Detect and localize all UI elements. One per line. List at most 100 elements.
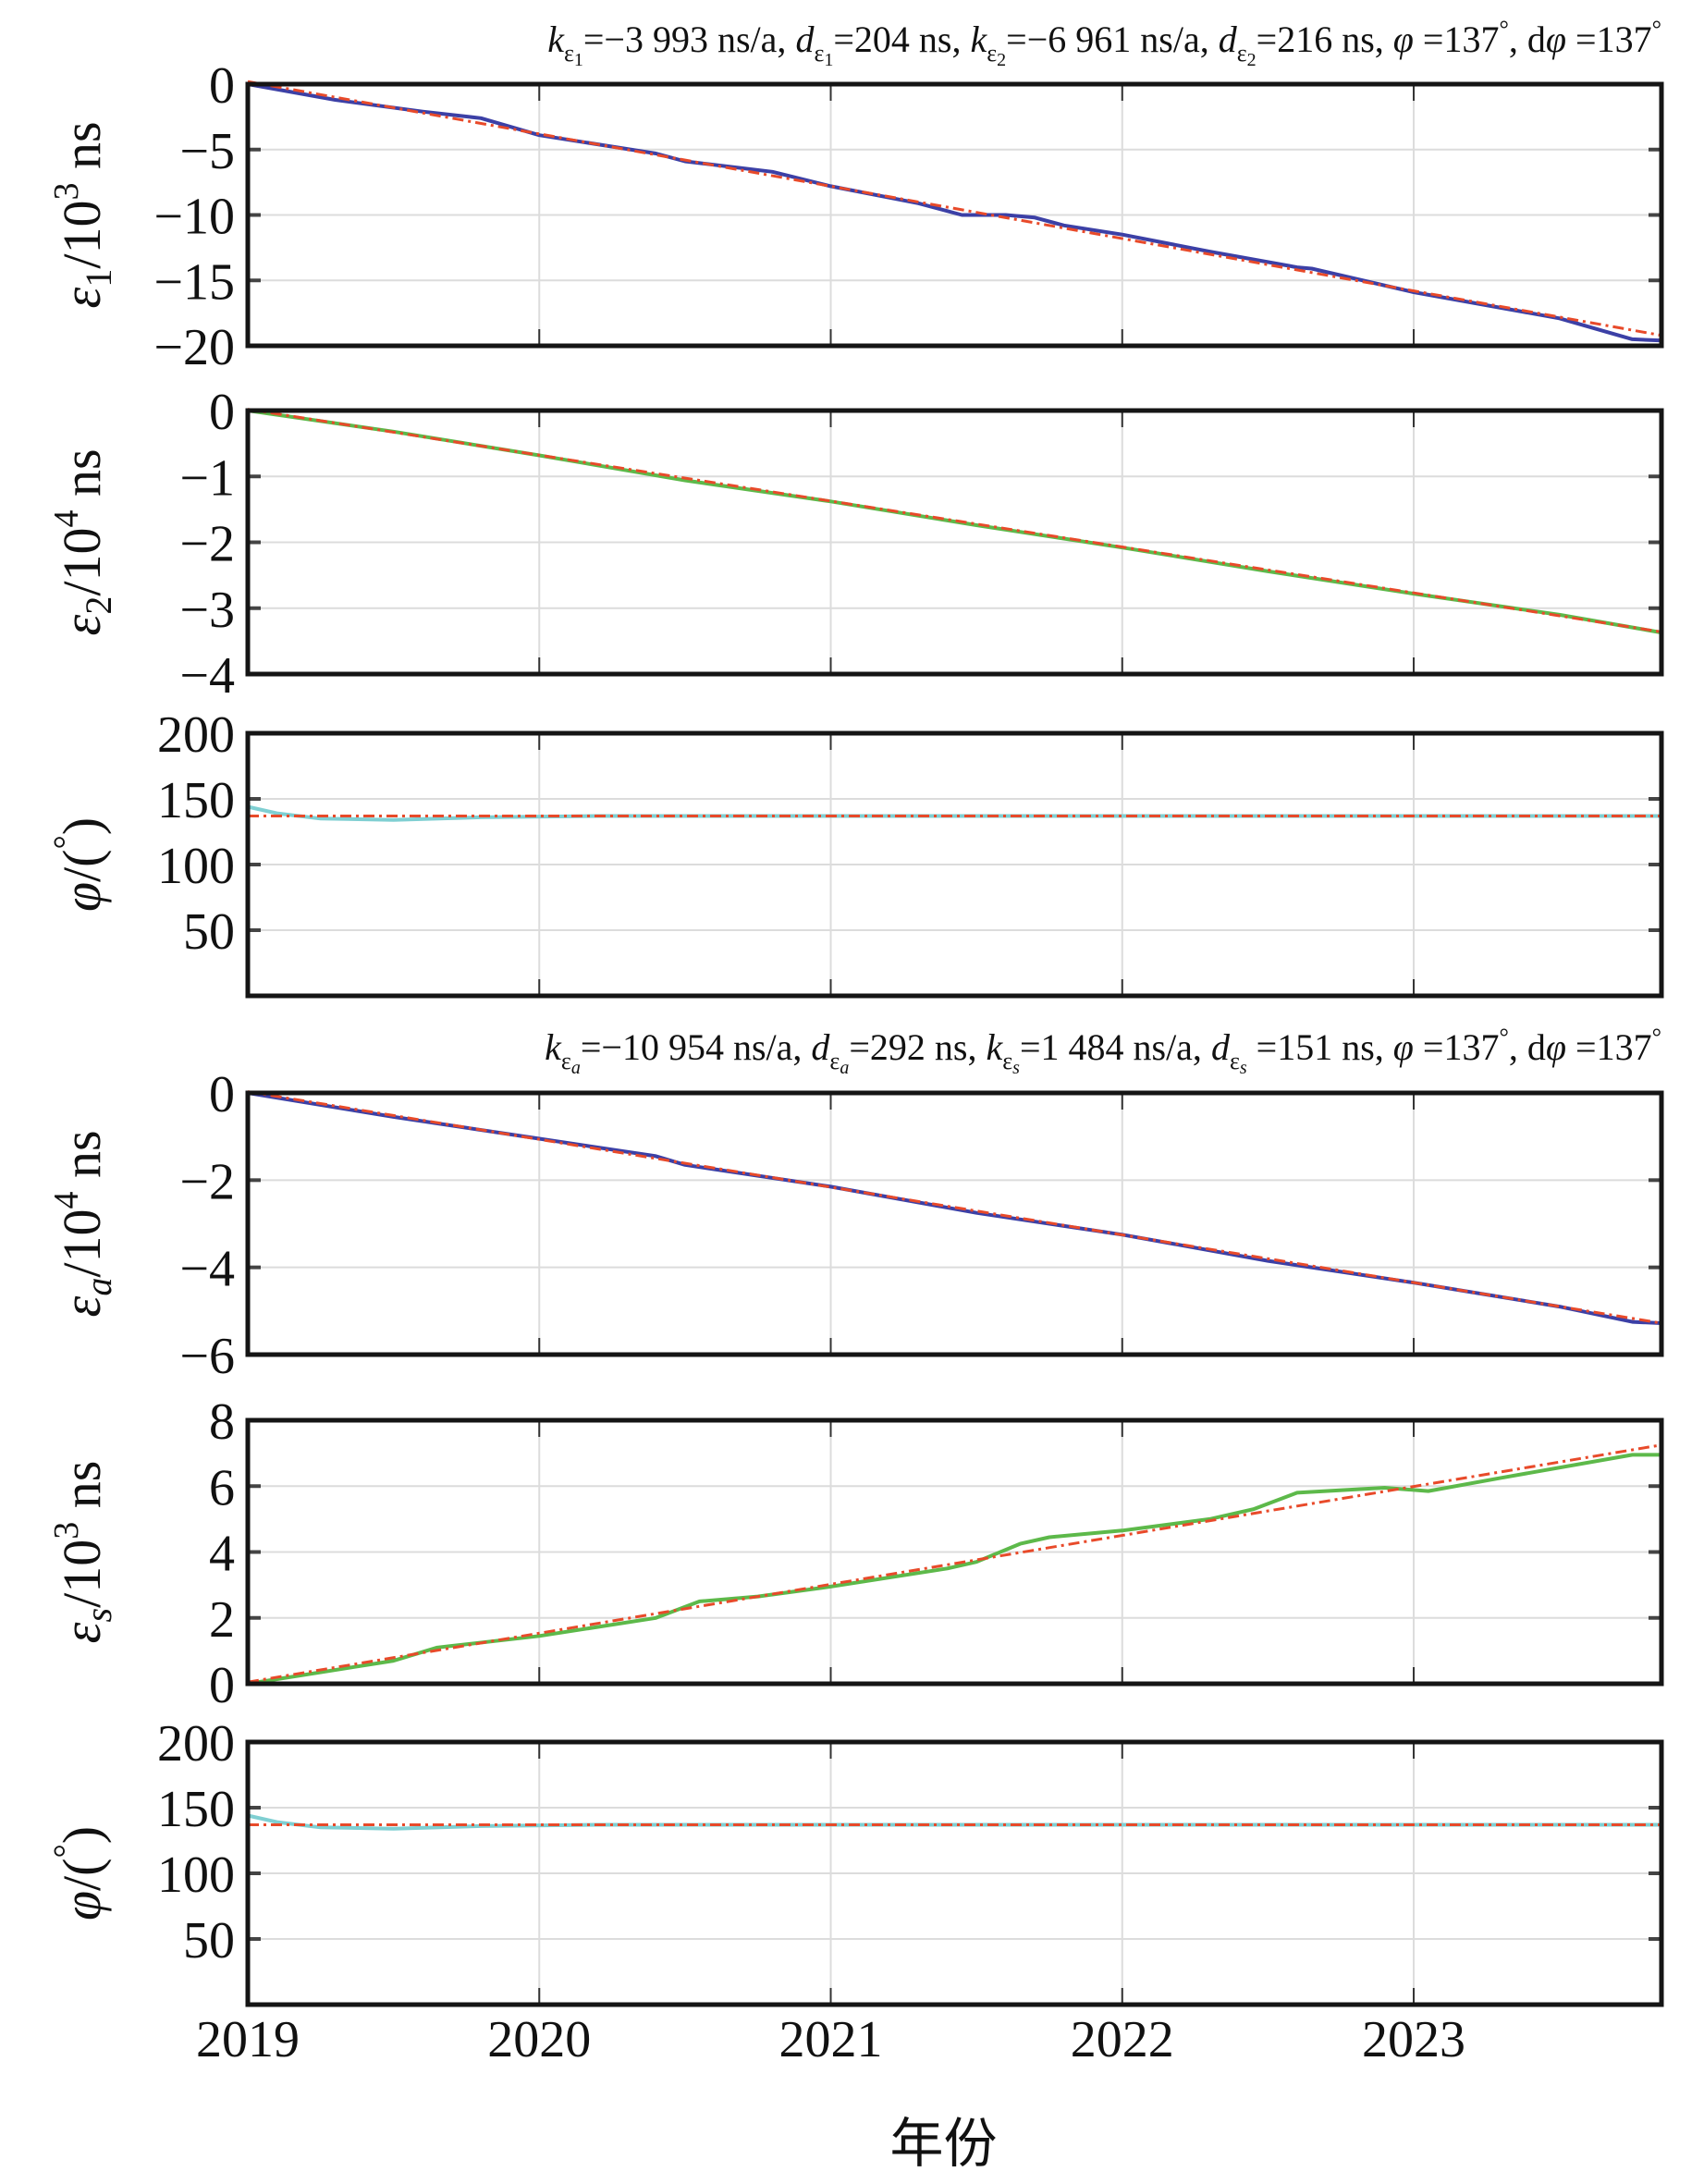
- y-tick-label: 4: [209, 1526, 235, 1583]
- y-axis-label-sym: ε: [52, 1622, 112, 1643]
- y-tick-label: −1: [179, 449, 235, 507]
- y-axis-label-unit: /(: [52, 1859, 112, 1891]
- title-part: φ: [1393, 1026, 1414, 1068]
- fit-line: [247, 1090, 1662, 1325]
- title-part: =1 484 ns/a,: [1020, 1026, 1211, 1068]
- panel-6: 200 150 100 50 φ/(°): [47, 1715, 1664, 2007]
- x-tick-label: 2019: [196, 2011, 300, 2068]
- x-axis-title: 年份: [889, 2114, 997, 2174]
- y-axis-label-tail: ): [52, 817, 112, 835]
- y-tick-label: −3: [179, 582, 235, 639]
- fit-line: [247, 80, 1662, 337]
- plot-frame: [245, 730, 1664, 999]
- series-line-φ: [247, 1813, 1661, 1831]
- panel-5: 8 6 4 2 0 εs/103 ns: [47, 1393, 1664, 1714]
- y-tick-label: 0: [209, 1066, 235, 1123]
- y-tick-label: 50: [183, 903, 235, 961]
- title-part: =−6 961 ns/a,: [1006, 18, 1219, 60]
- y-tick-label: 0: [209, 384, 235, 441]
- title-part: ε: [564, 40, 574, 67]
- title-part: k: [547, 18, 565, 60]
- panel-group-title: kεa=−10 954 ns/a, dεa=292 ns, kεs=1 484 …: [545, 1024, 1661, 1078]
- y-tick-label: −10: [153, 189, 235, 246]
- y-axis-label-exp: 3: [47, 183, 86, 201]
- y-axis-label-exp: 3: [47, 1522, 86, 1540]
- series-line-φ: [247, 804, 1661, 822]
- y-tick-label: 8: [209, 1393, 235, 1451]
- title-part: =137: [1414, 18, 1500, 60]
- panel-2: 0 −1 −2 −3 −4 ε2/104 ns: [47, 384, 1664, 705]
- fit-line: [247, 408, 1662, 633]
- y-tick-label: 100: [157, 1847, 235, 1904]
- title-part: k: [970, 18, 987, 60]
- y-tick-label: 150: [157, 1781, 235, 1838]
- y-axis-label-sym: ε: [52, 288, 112, 309]
- y-axis-label-unit: /10: [52, 1209, 112, 1278]
- y-axis-label-sub: 2: [78, 596, 119, 615]
- plot-frame: [245, 1417, 1664, 1687]
- y-tick-label: −5: [179, 123, 235, 180]
- title-part: °: [1652, 16, 1661, 43]
- title-part: s: [1012, 1058, 1020, 1078]
- y-axis-label-sym: φ: [52, 882, 112, 912]
- panel-3: 200 150 100 50 φ/(°): [47, 706, 1664, 999]
- y-axis-label-tail: ns: [52, 1461, 112, 1522]
- title-part: =216 ns,: [1257, 18, 1393, 60]
- title-part: φ: [1393, 18, 1414, 60]
- y-axis-label-tail: ns: [52, 121, 112, 182]
- title-part: =137: [1566, 18, 1652, 60]
- y-axis-label-sub: 1: [78, 269, 119, 288]
- y-tick-label: −2: [179, 1153, 235, 1210]
- title-part: ε: [1230, 1048, 1240, 1074]
- x-tick-label: 2022: [1071, 2011, 1174, 2068]
- title-part: =204 ns,: [833, 18, 970, 60]
- y-axis-label-sym: φ: [52, 1891, 112, 1920]
- title-part: ε: [829, 1048, 840, 1074]
- y-tick-label: 200: [157, 706, 235, 764]
- y-axis-label: εa/104 ns: [47, 1130, 119, 1317]
- panel-group-title: kε1=−3 993 ns/a, dε1=204 ns, kε2=−6 961 …: [547, 16, 1661, 70]
- title-part: ε: [1002, 1048, 1012, 1074]
- y-axis-label-tail: ns: [52, 448, 112, 509]
- plot-frame: [245, 408, 1664, 677]
- title-part: °: [1652, 1024, 1661, 1050]
- title-part: 1: [574, 50, 583, 70]
- title-part: , d: [1509, 1026, 1546, 1068]
- y-axis-label-unit: /10: [52, 1540, 112, 1608]
- y-axis-label-exp: °: [47, 1844, 86, 1858]
- y-axis-label-exp: 4: [47, 1192, 86, 1209]
- title-part: =−3 993 ns/a,: [583, 18, 796, 60]
- title-part: d: [1219, 18, 1238, 60]
- y-tick-label: 100: [157, 838, 235, 895]
- plot-frame: [245, 81, 1664, 349]
- y-axis-label-unit: /10: [52, 201, 112, 269]
- fit-line: [247, 1443, 1662, 1684]
- plot-frame: [245, 1739, 1664, 2007]
- y-axis-label-unit: /10: [52, 528, 112, 596]
- y-tick-label: −4: [179, 647, 235, 705]
- x-tick-label: 2021: [779, 2011, 883, 2068]
- y-tick-label: −2: [179, 516, 235, 573]
- title-part: =292 ns,: [849, 1026, 986, 1068]
- y-axis-label-unit: /(: [52, 850, 112, 882]
- y-axis-label-sym: ε: [52, 615, 112, 636]
- y-axis-label-tail: ns: [52, 1130, 112, 1191]
- x-tick-label: 2023: [1362, 2011, 1465, 2068]
- plot-frame: [245, 1090, 1664, 1357]
- y-axis-label-tail: ): [52, 1826, 112, 1844]
- title-part: d: [795, 18, 815, 60]
- y-axis-label-sub: a: [78, 1278, 119, 1296]
- title-part: 2: [1247, 50, 1257, 70]
- title-part: d: [1211, 1026, 1231, 1068]
- title-part: a: [571, 1058, 581, 1078]
- y-tick-label: 2: [209, 1591, 235, 1649]
- y-axis-label-exp: 4: [47, 510, 86, 528]
- y-axis-label-exp: °: [47, 835, 86, 849]
- title-part: =137: [1414, 1026, 1500, 1068]
- title-part: °: [1499, 16, 1508, 43]
- y-axis-label: φ/(°): [47, 1826, 112, 1920]
- title-part: =−10 954 ns/a,: [581, 1026, 812, 1068]
- y-axis-label-sym: ε: [52, 1296, 112, 1318]
- y-tick-label: −4: [179, 1241, 235, 1298]
